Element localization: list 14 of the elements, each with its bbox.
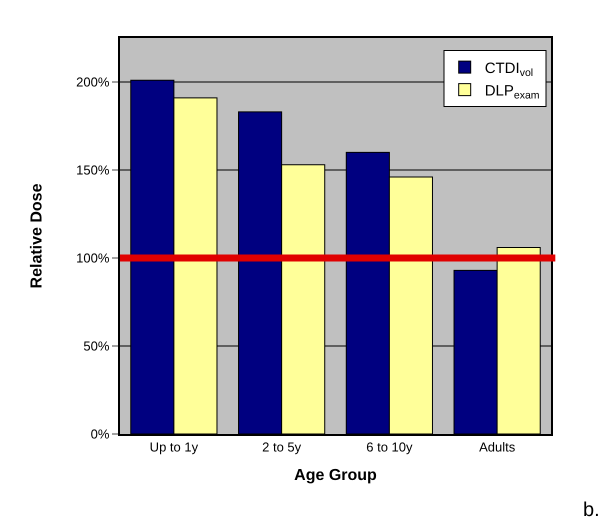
x-tick-label: Adults xyxy=(479,440,516,455)
y-tick-label: 200% xyxy=(76,74,110,90)
y-tick-label: 100% xyxy=(76,250,110,266)
x-tick-label: 2 to 5y xyxy=(262,440,302,455)
x-tick-label: 6 to 10y xyxy=(366,440,414,455)
legend-label: CTDI$_{vol}$ xyxy=(484,60,534,80)
y-tick-label: 150% xyxy=(76,162,110,178)
y-tick-label: 0% xyxy=(90,426,110,442)
legend-label: DLP$_{exam}$ xyxy=(484,82,540,102)
x-axis-title: Age Group xyxy=(294,466,378,484)
text: b. xyxy=(583,499,600,521)
y-tick-label: 50% xyxy=(83,338,110,354)
y-axis-title: Relative Dose xyxy=(28,183,46,288)
x-tick-label: Up to 1y xyxy=(150,440,199,455)
